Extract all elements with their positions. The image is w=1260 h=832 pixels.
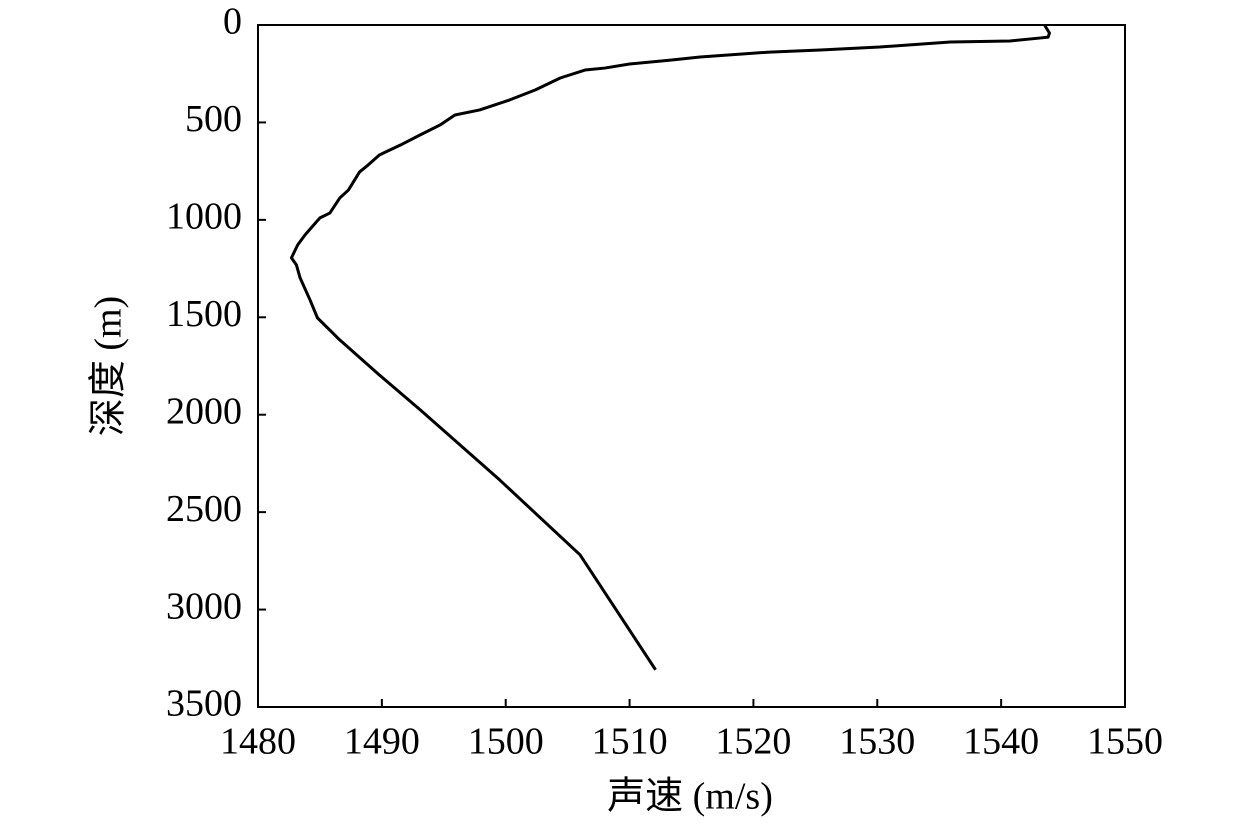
plot-frame [257,24,1126,708]
y-tick-label: 2000 [166,390,242,432]
x-tick-label: 1550 [1087,721,1163,763]
y-tick-label: 0 [223,1,242,43]
y-tick-label: 2500 [166,488,242,530]
y-tick-label: 3500 [166,683,242,725]
y-tick-label: 1500 [166,293,242,335]
x-tick-label: 1520 [715,721,791,763]
x-tick-label: 1490 [344,721,420,763]
y-tick-label: 1000 [166,196,242,238]
x-tick-label: 1540 [963,721,1039,763]
y-tick-label: 500 [185,98,242,140]
x-axis-label: 声速 (m/s) [607,776,773,818]
x-tick-label: 1500 [468,721,544,763]
y-axis-label: 深度 (m) [88,296,130,436]
x-tick-label: 1530 [839,721,915,763]
x-tick-label: 1510 [592,721,668,763]
series-line [289,24,1051,671]
x-tick-label: 1480 [220,721,296,763]
y-tick-label: 3000 [166,585,242,627]
